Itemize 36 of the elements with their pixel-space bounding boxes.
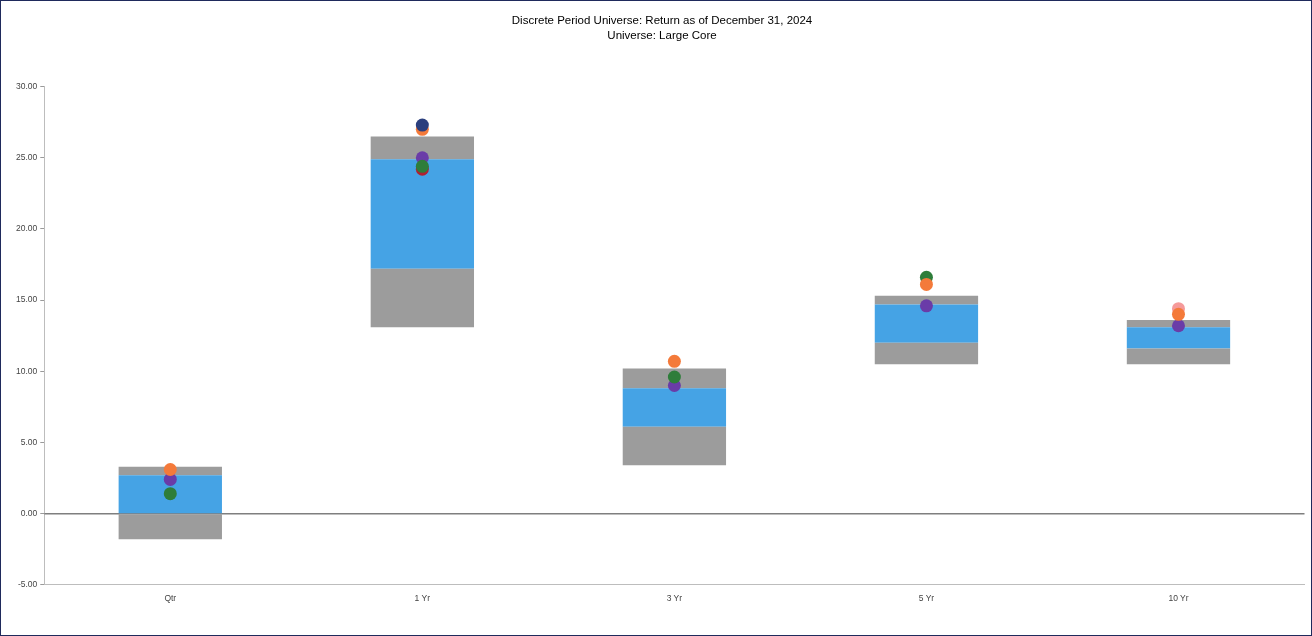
- bar: [118, 514, 222, 540]
- bar: [622, 388, 727, 427]
- y-tick-label: 0.00: [20, 507, 38, 518]
- bar: [370, 136, 475, 160]
- chart-subtitle: Universe: Large Core: [607, 28, 717, 41]
- point: [163, 487, 177, 501]
- point: [919, 277, 933, 291]
- point: [415, 118, 429, 132]
- bar: [622, 426, 727, 466]
- point: [667, 354, 681, 368]
- y-tick-label: 10.00: [15, 365, 38, 376]
- bar: [874, 304, 979, 343]
- bar: [1126, 348, 1231, 365]
- x-tick-label: Qtr: [164, 593, 177, 604]
- x-tick-label: 3 Yr: [666, 593, 683, 604]
- point: [1171, 319, 1185, 333]
- bar: [874, 342, 979, 365]
- bar: [118, 475, 222, 514]
- y-tick-label: 15.00: [15, 294, 38, 305]
- x-tick-label: 1 Yr: [414, 593, 431, 604]
- point: [1171, 307, 1185, 321]
- y-tick-label: -5.00: [17, 579, 38, 590]
- bar: [1126, 327, 1231, 349]
- y-tick-label: 25.00: [15, 152, 38, 163]
- chart-title: Discrete Period Universe: Return as of December 31, 2024: [511, 14, 813, 27]
- y-tick-label: 30.00: [15, 80, 38, 91]
- x-tick-label: 5 Yr: [918, 593, 935, 604]
- point: [919, 299, 933, 313]
- point: [163, 463, 177, 476]
- bar: [622, 368, 727, 389]
- point: [667, 370, 681, 384]
- bar: [370, 268, 475, 328]
- y-tick-label: 20.00: [15, 223, 38, 234]
- y-tick-label: 5.00: [20, 436, 38, 447]
- x-tick-label: 10 Yr: [1168, 593, 1189, 604]
- bar: [370, 159, 475, 269]
